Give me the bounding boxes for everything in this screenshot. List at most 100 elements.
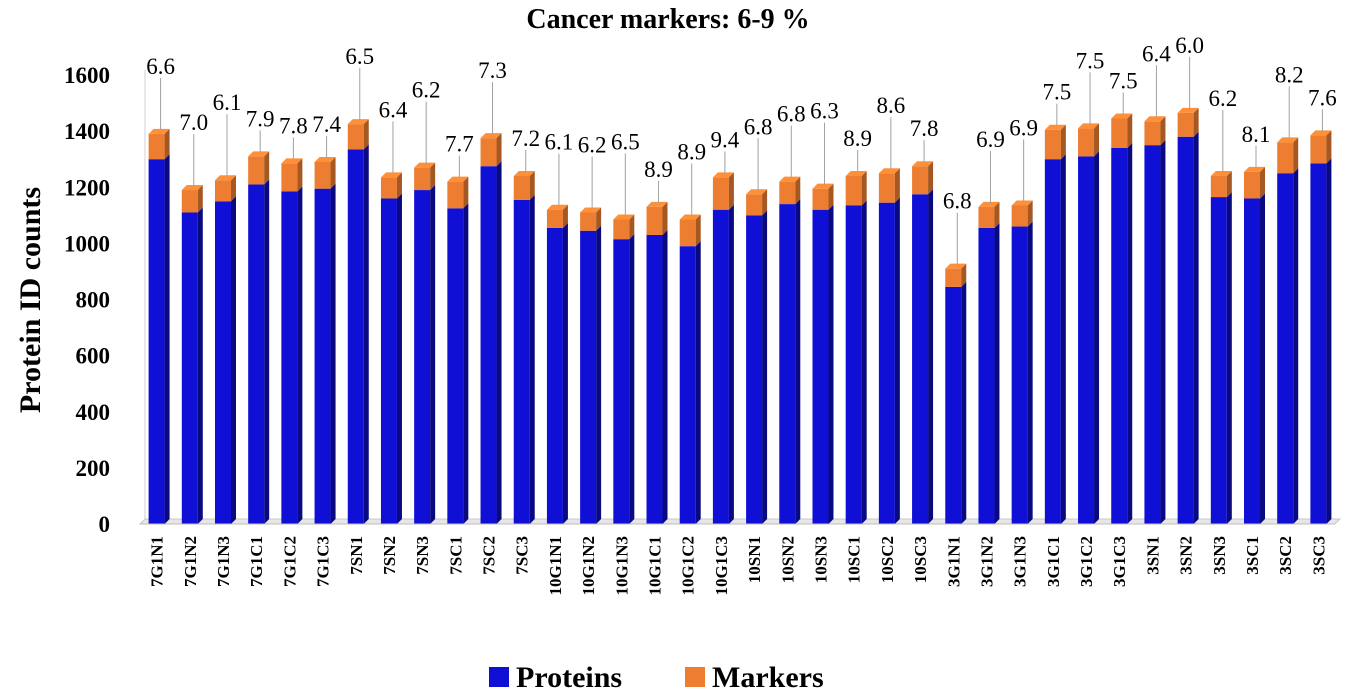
x-tick-label: 10SN3 — [811, 536, 830, 583]
bar-markers — [978, 206, 995, 228]
bar-markers-side — [1127, 113, 1133, 148]
bar-markers — [580, 212, 597, 231]
bar-markers — [812, 188, 829, 210]
y-tick-label: 200 — [76, 456, 111, 481]
bar-markers-top — [812, 183, 834, 189]
data-label: 6.2 — [1208, 86, 1237, 111]
x-tick-label: 10SC2 — [878, 536, 897, 583]
bar-proteins — [878, 202, 895, 524]
data-label: 8.1 — [1242, 122, 1271, 147]
bar-markers-side — [496, 133, 502, 167]
bar-proteins-side — [430, 185, 436, 524]
bar-markers-top — [1244, 166, 1266, 172]
data-label: 6.2 — [412, 78, 441, 103]
bar-markers-top — [646, 201, 668, 207]
data-label: 6.1 — [545, 130, 574, 155]
legend-label-markers: Markers — [712, 661, 824, 694]
bar-markers — [1277, 142, 1294, 174]
bar-markers-side — [230, 175, 236, 202]
bar-proteins — [746, 215, 763, 524]
data-label: 7.6 — [1308, 85, 1337, 110]
bar-markers-side — [1160, 116, 1166, 146]
y-tick-label: 800 — [76, 288, 111, 313]
data-label: 6.3 — [810, 99, 839, 124]
data-label: 7.8 — [279, 113, 308, 138]
bar-proteins — [945, 286, 962, 524]
legend: Proteins Markers — [489, 661, 824, 694]
bar-markers-side — [994, 201, 1000, 228]
bar-proteins — [845, 205, 862, 524]
bar-proteins-side — [496, 161, 502, 524]
bar-proteins — [214, 201, 231, 524]
bar-markers — [546, 209, 563, 228]
bar-markers-top — [845, 171, 867, 177]
data-label: 6.6 — [146, 54, 175, 79]
bar-proteins — [712, 209, 729, 524]
bar-proteins — [380, 198, 397, 524]
x-tick-label: 7G1C1 — [247, 536, 266, 587]
bar-proteins — [1244, 198, 1261, 524]
bar-proteins — [1111, 147, 1128, 524]
bar-proteins — [1310, 163, 1327, 524]
bar-markers-side — [264, 151, 270, 185]
bar-proteins-side — [961, 281, 967, 524]
bar-proteins-side — [1060, 154, 1066, 524]
bar-markers-top — [1177, 107, 1199, 113]
data-label: 6.8 — [943, 189, 972, 214]
bar-markers-side — [928, 161, 934, 195]
bar-markers-top — [1044, 124, 1066, 130]
bar-proteins-side — [596, 225, 602, 524]
bar-markers-top — [513, 171, 535, 177]
bar-markers-top — [978, 201, 1000, 207]
bar-markers-top — [314, 156, 336, 162]
bar-markers-side — [629, 214, 635, 240]
bar-markers — [1111, 118, 1128, 148]
bar-markers-top — [679, 214, 701, 220]
data-label: 7.5 — [1076, 48, 1105, 73]
bar-proteins-side — [762, 210, 768, 524]
legend-swatch-proteins — [489, 667, 509, 687]
bar-proteins — [281, 191, 298, 524]
bar-proteins-side — [230, 196, 236, 524]
x-tick-label: 7SN1 — [347, 536, 366, 575]
x-tick-label: 10G1N3 — [612, 536, 631, 596]
bar-markers-side — [1293, 137, 1299, 174]
bar-markers-top — [878, 168, 900, 174]
bar-proteins-side — [994, 222, 1000, 525]
bar-markers-top — [1111, 113, 1133, 119]
bar-markers-top — [447, 176, 469, 182]
bar-markers-side — [1060, 124, 1066, 160]
x-tick-label: 3G1C1 — [1044, 536, 1063, 587]
bar-markers — [746, 194, 763, 216]
x-tick-label: 10G1N1 — [546, 536, 565, 596]
bar-markers-side — [894, 168, 900, 203]
legend-swatch-markers — [685, 667, 705, 687]
bar-proteins-side — [662, 229, 668, 525]
bar-markers-side — [1326, 130, 1332, 164]
bar-proteins-side — [562, 222, 568, 525]
bar-proteins-side — [1160, 140, 1166, 524]
bar-markers-side — [728, 172, 734, 210]
data-label: 6.9 — [1009, 115, 1038, 140]
bar-markers-side — [762, 189, 768, 216]
bar-markers-top — [779, 176, 801, 182]
bar-markers-top — [712, 172, 734, 178]
bar-markers-side — [396, 172, 402, 199]
bar-proteins-side — [828, 204, 834, 524]
bar-markers-side — [695, 214, 701, 247]
bar-markers-top — [912, 161, 934, 167]
data-label: 7.9 — [246, 106, 275, 131]
y-tick-label: 600 — [76, 344, 111, 369]
x-tick-label: 10SC3 — [911, 536, 930, 583]
bar-markers — [1210, 176, 1227, 198]
bar-markers-top — [414, 162, 436, 168]
bar-markers — [414, 167, 431, 191]
bar-proteins-side — [463, 203, 469, 524]
bar-markers-side — [297, 158, 303, 192]
bar-proteins — [1044, 159, 1061, 524]
data-label: 6.4 — [1142, 41, 1171, 66]
bar-proteins — [580, 230, 597, 524]
x-tick-label: 7SC2 — [480, 536, 499, 575]
bar-markers-top — [380, 172, 402, 178]
bar-markers-side — [1027, 200, 1033, 227]
